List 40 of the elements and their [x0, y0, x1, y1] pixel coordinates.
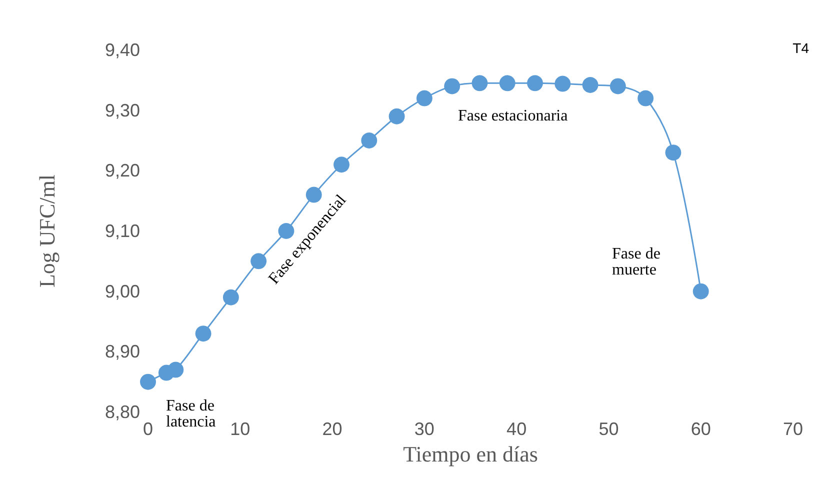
point [665, 144, 682, 161]
point [222, 289, 239, 306]
x-tick-label: 60 [690, 419, 711, 439]
point [444, 78, 460, 94]
y-axis-title: Log UFC/ml [34, 174, 60, 288]
x-tick-label: 0 [142, 419, 154, 439]
point [250, 253, 267, 270]
point [610, 78, 626, 94]
y-tick-label: 8,80 [104, 402, 140, 422]
y-tick-label: 9,40 [104, 40, 140, 60]
point [195, 326, 212, 342]
point [638, 90, 654, 106]
point [140, 374, 156, 390]
point [499, 75, 516, 92]
point [416, 90, 432, 106]
point [527, 75, 543, 92]
point [554, 76, 571, 92]
annotation: Fase de muerte [612, 246, 664, 278]
x-tick-label: 30 [414, 419, 434, 439]
x-axis-title: Tiempo en días [403, 441, 538, 466]
annotation: Fase estacionaria [458, 108, 568, 124]
point [692, 283, 709, 300]
point [334, 156, 350, 173]
point [472, 75, 488, 92]
y-tick-label: 9,10 [104, 221, 140, 241]
point [168, 362, 184, 378]
y-tick-label: 9,20 [104, 160, 140, 181]
y-tick-label: 8,90 [104, 342, 140, 362]
x-tick-label: 40 [506, 419, 527, 439]
point [582, 76, 598, 93]
x-tick-label: 70 [782, 419, 804, 439]
point [388, 108, 405, 124]
x-tick-label: 50 [598, 419, 619, 439]
point [361, 132, 378, 148]
annotation: Fase de latencia [166, 398, 218, 430]
x-tick-label: 20 [322, 419, 342, 439]
chart-title: T4 [792, 40, 810, 56]
x-tick-label: 10 [230, 419, 250, 439]
y-tick-label: 9,00 [104, 281, 140, 302]
y-tick-label: 9,30 [104, 100, 140, 120]
